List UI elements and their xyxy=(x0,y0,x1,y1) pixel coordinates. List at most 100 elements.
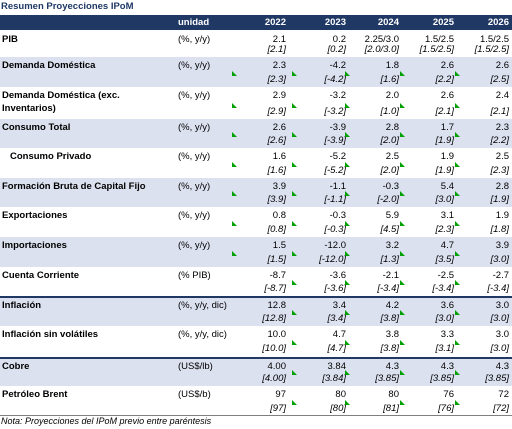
value-cell: 80 xyxy=(335,389,346,400)
row-unit: (%, y/y) xyxy=(178,34,211,45)
previous-value-cell: [12.8] xyxy=(262,313,286,324)
row-label: Petróleo Brent xyxy=(2,389,68,400)
year-header-2025: 2025 xyxy=(432,17,454,28)
year-header-2023: 2023 xyxy=(324,17,346,28)
value-cell: 80 xyxy=(388,389,399,400)
value-cell: 1.6 xyxy=(272,151,286,162)
change-marker-icon xyxy=(232,71,237,76)
value-cell: 3.3 xyxy=(440,329,454,340)
row-label: Cuenta Corriente xyxy=(2,270,80,281)
previous-value-cell: [81] xyxy=(383,403,399,414)
year-header-2022: 2022 xyxy=(264,17,286,28)
previous-value-cell: [3.0] xyxy=(435,194,455,205)
year-header-2026: 2026 xyxy=(487,17,509,28)
row-unit: (%, y/y) xyxy=(178,210,211,221)
value-cell: 2.5 xyxy=(495,151,509,162)
value-cell: 1.5 xyxy=(272,240,286,251)
table-row: Petróleo Brent (US$/b) 97 [97] 80 [80] 80 [81] 7… xyxy=(0,386,512,416)
previous-value-cell: [3.8] xyxy=(380,343,400,354)
change-marker-icon xyxy=(400,370,405,375)
previous-value-cell: [1.9] xyxy=(435,135,455,146)
row-label: Consumo Total xyxy=(2,122,71,133)
change-marker-icon xyxy=(292,340,297,345)
value-cell: 2.6 xyxy=(440,90,454,101)
change-marker-icon xyxy=(455,400,460,405)
previous-value-cell: [0.2] xyxy=(327,44,347,55)
change-marker-icon xyxy=(345,132,350,137)
change-marker-icon xyxy=(292,251,297,256)
value-cell: 2.3 xyxy=(495,122,509,133)
previous-value-cell: [3.85] xyxy=(375,373,399,384)
table-header: unidad 2022 2023 2024 2025 2026 xyxy=(0,15,512,30)
change-marker-icon xyxy=(292,191,297,196)
change-marker-icon xyxy=(345,400,350,405)
previous-value-cell: [2.1] xyxy=(435,106,455,117)
unit-header: unidad xyxy=(178,17,210,28)
value-cell: -3.6 xyxy=(329,270,346,281)
table-row: Demanda Doméstica (exc. Inventarios) (%, … xyxy=(0,87,512,119)
change-marker-icon xyxy=(345,251,350,256)
change-marker-icon xyxy=(232,191,237,196)
value-cell: 76 xyxy=(443,389,454,400)
previous-value-cell: [-3.6] xyxy=(324,283,346,294)
value-cell: 4.2 xyxy=(385,300,399,311)
change-marker-icon xyxy=(455,221,460,226)
previous-value-cell: [3.5] xyxy=(435,254,455,265)
value-cell: 5.4 xyxy=(440,181,454,192)
previous-value-cell: [-2.0] xyxy=(377,194,399,205)
value-cell: 1.7 xyxy=(440,122,454,133)
value-cell: 12.8 xyxy=(267,300,287,311)
value-cell: 2.6 xyxy=(272,122,286,133)
value-cell: -1.1 xyxy=(329,181,346,192)
table-row: Consumo Total (%, y/y) 2.6 [2.6] -3.9 [-3.9] 2… xyxy=(0,119,512,148)
previous-value-cell: [0.8] xyxy=(267,224,287,235)
value-cell: 2.5 xyxy=(385,151,399,162)
value-cell: 4.7 xyxy=(440,240,454,251)
row-unit: (%, y/y) xyxy=(178,240,211,251)
row-label: Inflación sin volátiles xyxy=(2,329,99,340)
table-row: Exportaciones (%, y/y) 0.8 [0.8] -0.3 [-0.3] 5… xyxy=(0,207,512,237)
change-marker-icon xyxy=(400,162,405,167)
change-marker-icon xyxy=(292,103,297,108)
previous-value-cell: [2.9] xyxy=(267,106,287,117)
previous-value-cell: [10.0] xyxy=(262,343,286,354)
table-row: Inflación (%, y/y, dic) 12.8 [12.8] 3.4 [3.4]… xyxy=(0,297,512,326)
previous-value-cell: [3.85] xyxy=(485,373,509,384)
row-label: Inflación xyxy=(2,300,42,311)
row-unit: (US$/lb) xyxy=(178,361,213,372)
change-marker-icon xyxy=(455,310,460,315)
value-cell: -3.9 xyxy=(329,122,346,133)
change-marker-icon xyxy=(455,280,460,285)
row-label: Exportaciones xyxy=(2,210,68,221)
change-marker-icon xyxy=(455,370,460,375)
previous-value-cell: [-8.7] xyxy=(264,283,286,294)
value-cell: 1.9 xyxy=(495,210,509,221)
previous-value-cell: [2.5] xyxy=(490,74,510,85)
change-marker-icon xyxy=(232,251,237,256)
previous-value-cell: [-3.4] xyxy=(432,283,454,294)
row-label: Demanda Doméstica xyxy=(2,60,96,71)
value-cell: 4.00 xyxy=(267,361,287,372)
previous-value-cell: [2.2] xyxy=(490,135,510,146)
previous-value-cell: [-5.2] xyxy=(324,165,346,176)
previous-value-cell: [76] xyxy=(438,403,454,414)
change-marker-icon xyxy=(292,221,297,226)
value-cell: 0.2 xyxy=(332,34,346,45)
previous-value-cell: [-3.4] xyxy=(377,283,399,294)
change-marker-icon xyxy=(400,103,405,108)
table-title: Resumen Proyecciones IPoM xyxy=(1,1,134,12)
value-cell: 2.25/3.0 xyxy=(364,34,399,45)
value-cell: 1.5/2.5 xyxy=(479,34,509,45)
value-cell: 2.1 xyxy=(272,34,286,45)
table-note: Nota: Proyecciones del IPoM previo entre… xyxy=(1,416,212,426)
row-unit: (%, y/y) xyxy=(178,122,211,133)
value-cell: -3.2 xyxy=(329,90,346,101)
change-marker-icon xyxy=(455,103,460,108)
value-cell: 3.4 xyxy=(332,300,346,311)
value-cell: 3.2 xyxy=(385,240,399,251)
value-cell: -0.3 xyxy=(329,210,346,221)
change-marker-icon xyxy=(292,162,297,167)
change-marker-icon xyxy=(400,191,405,196)
previous-value-cell: [1.3] xyxy=(380,254,400,265)
